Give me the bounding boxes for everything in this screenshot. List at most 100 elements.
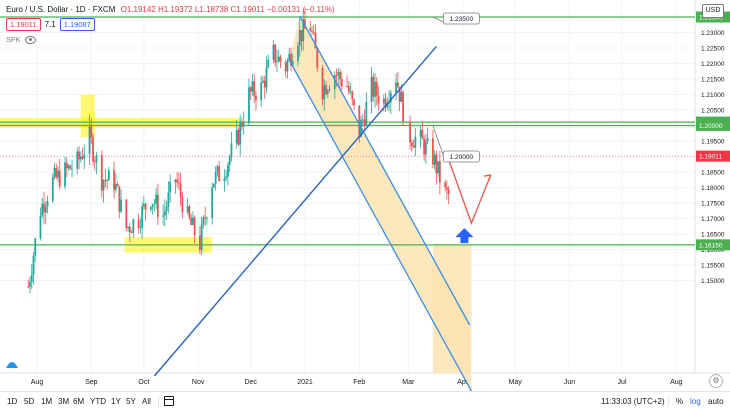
arrow-up-icon bbox=[455, 228, 474, 244]
trend-line bbox=[153, 45, 437, 377]
candle-body bbox=[382, 98, 385, 104]
range-1m[interactable]: 1M bbox=[41, 397, 53, 406]
candle-body bbox=[407, 121, 410, 123]
candle-body bbox=[302, 19, 305, 42]
candle-body bbox=[262, 80, 264, 83]
candle-body bbox=[335, 74, 338, 76]
candle-body bbox=[88, 126, 91, 155]
candle-body bbox=[78, 151, 80, 160]
candle-body bbox=[211, 187, 214, 219]
x-tick-label: Aug bbox=[31, 379, 44, 386]
candle-body bbox=[291, 61, 294, 66]
candle-body bbox=[444, 182, 447, 188]
candle-body bbox=[127, 226, 129, 228]
quote-badges: 1.19011 7.1 1.19087 bbox=[6, 18, 95, 31]
auto-toggle[interactable]: auto bbox=[708, 397, 724, 406]
candle-body bbox=[176, 179, 179, 183]
candle-body bbox=[241, 122, 243, 127]
log-toggle[interactable]: log bbox=[690, 397, 701, 406]
currency-button[interactable]: USD bbox=[702, 4, 724, 18]
candle-body bbox=[260, 82, 263, 101]
candle-body bbox=[286, 60, 289, 72]
candle-body bbox=[309, 28, 312, 32]
price-chart[interactable]: 1.23500 1.23000 1.22500 1.22000 1.21500 1.210… bbox=[0, 0, 730, 391]
bid-badge[interactable]: 1.19011 bbox=[6, 18, 41, 31]
symbol-title: Euro / U.S. Dollar · 1D · FXCM bbox=[6, 5, 116, 14]
range-5d[interactable]: 5D bbox=[24, 397, 35, 406]
candle-body bbox=[41, 203, 44, 216]
settings-gear-icon[interactable]: ⚙ bbox=[709, 374, 723, 388]
candle-body bbox=[179, 183, 182, 197]
candle-body bbox=[153, 203, 156, 205]
y-tick-label: 1.21000 bbox=[701, 92, 725, 99]
candle-body bbox=[402, 91, 404, 122]
y-tick-label: 1.22500 bbox=[701, 46, 725, 53]
projection-path bbox=[448, 159, 492, 225]
candle-body bbox=[142, 203, 145, 207]
indicator-legend: SFK bbox=[6, 35, 36, 44]
candle-body bbox=[118, 186, 121, 212]
candle-body bbox=[323, 85, 326, 100]
candle-body bbox=[386, 103, 389, 108]
eye-icon[interactable] bbox=[24, 35, 36, 44]
x-tick-label: Mar bbox=[402, 379, 415, 386]
candle-body bbox=[333, 74, 336, 90]
price-tag-1-20000 bbox=[696, 120, 730, 131]
candle-body bbox=[321, 68, 324, 100]
y-tick-label: 1.21500 bbox=[701, 77, 725, 84]
candle-body bbox=[169, 181, 172, 193]
candle-body bbox=[227, 164, 229, 177]
candle-body bbox=[316, 48, 319, 69]
percent-toggle[interactable]: % bbox=[676, 397, 684, 406]
candle-body bbox=[44, 206, 47, 213]
candle-body bbox=[46, 200, 49, 207]
tradingview-logo-icon bbox=[6, 362, 18, 368]
candle-body bbox=[377, 95, 380, 104]
candle-body bbox=[400, 91, 403, 102]
candle-body bbox=[374, 81, 376, 97]
candle-body bbox=[365, 101, 368, 126]
last-price-tag bbox=[696, 150, 730, 162]
candle-body bbox=[141, 206, 143, 228]
candle-body bbox=[396, 82, 399, 87]
candle-body bbox=[137, 219, 140, 229]
spread-value: 7.1 bbox=[44, 20, 56, 29]
candle-body bbox=[375, 81, 378, 96]
candle-body bbox=[167, 192, 170, 207]
x-tick-label: Dec bbox=[244, 379, 257, 386]
range-3m[interactable]: 3M bbox=[58, 397, 70, 406]
range-1d[interactable]: 1D bbox=[7, 397, 18, 406]
candle-body bbox=[447, 189, 450, 194]
range-5y[interactable]: 5Y bbox=[126, 397, 136, 406]
candle-body bbox=[274, 44, 277, 63]
candle-body bbox=[181, 196, 184, 213]
candle-body bbox=[230, 143, 233, 158]
resistance-zone bbox=[80, 94, 95, 138]
x-tick-label: Aug bbox=[670, 379, 683, 386]
y-tick-label: 1.22000 bbox=[701, 61, 725, 68]
candle-body bbox=[235, 129, 238, 144]
range-all[interactable]: All bbox=[142, 397, 151, 406]
candle-body bbox=[223, 178, 226, 182]
candle-body bbox=[92, 137, 94, 162]
candle-body bbox=[132, 219, 135, 233]
ask-badge[interactable]: 1.19087 bbox=[59, 18, 95, 31]
range-6m[interactable]: 6M bbox=[73, 397, 85, 406]
range-ytd[interactable]: YTD bbox=[90, 397, 106, 406]
candle-body bbox=[438, 161, 441, 183]
candle-body bbox=[174, 179, 177, 182]
candle-body bbox=[340, 78, 343, 86]
candle-body bbox=[388, 102, 390, 104]
candle-body bbox=[214, 171, 217, 184]
candle-body bbox=[130, 231, 133, 233]
calendar-icon[interactable] bbox=[164, 396, 174, 406]
clock-time[interactable]: 11:33:03 (UTC+2) bbox=[601, 397, 665, 406]
candle-body bbox=[34, 238, 37, 256]
candle-body bbox=[113, 170, 115, 190]
range-1y[interactable]: 1Y bbox=[111, 397, 121, 406]
candle-body bbox=[144, 203, 147, 210]
candle-body bbox=[445, 187, 448, 190]
candle-body bbox=[346, 85, 348, 87]
indicator-name[interactable]: SFK bbox=[6, 35, 21, 44]
candle-body bbox=[128, 226, 131, 232]
